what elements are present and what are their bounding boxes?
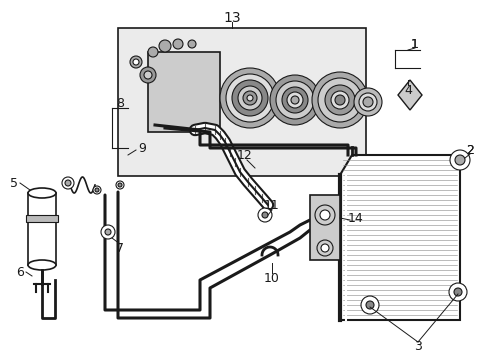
Text: 6: 6 [16,266,24,279]
Circle shape [449,150,469,170]
Text: 11: 11 [264,198,279,212]
FancyBboxPatch shape [309,195,339,260]
Circle shape [353,88,381,116]
Text: 2: 2 [465,144,473,157]
Circle shape [454,155,464,165]
Text: 12: 12 [237,149,252,162]
Circle shape [220,68,280,128]
Circle shape [290,96,298,104]
Circle shape [159,40,171,52]
Circle shape [173,39,183,49]
Circle shape [243,91,257,105]
Text: 4: 4 [403,84,411,96]
Circle shape [262,212,267,218]
Circle shape [225,74,273,122]
Circle shape [448,283,466,301]
Circle shape [269,75,319,125]
Circle shape [330,91,348,109]
Circle shape [187,40,196,48]
Ellipse shape [28,260,56,270]
Circle shape [116,181,124,189]
Circle shape [317,78,361,122]
Circle shape [282,87,307,113]
Circle shape [275,81,313,119]
Circle shape [365,301,373,309]
Text: 10: 10 [264,271,279,284]
Text: 5: 5 [10,176,18,189]
Circle shape [93,186,101,194]
Circle shape [118,183,122,187]
Circle shape [453,288,461,296]
Text: 1: 1 [410,37,418,50]
Circle shape [231,80,267,116]
Text: 2: 2 [465,144,473,157]
Circle shape [286,92,303,108]
Circle shape [65,180,71,186]
Text: 14: 14 [347,212,363,225]
Circle shape [316,240,332,256]
Circle shape [311,72,367,128]
Circle shape [360,296,378,314]
Circle shape [95,188,99,192]
Circle shape [143,71,152,79]
Text: 13: 13 [223,11,240,25]
Circle shape [358,93,376,111]
Circle shape [246,95,252,101]
Circle shape [319,210,329,220]
Circle shape [238,86,262,110]
Circle shape [105,229,111,235]
Circle shape [320,244,328,252]
Circle shape [140,67,156,83]
Ellipse shape [28,188,56,198]
Text: 3: 3 [413,341,421,354]
Bar [118,28,365,176]
Polygon shape [339,155,459,320]
Circle shape [130,56,142,68]
Circle shape [133,59,139,65]
Bar [28,193,56,265]
Circle shape [101,225,115,239]
Text: 1: 1 [410,37,418,50]
Text: 9: 9 [138,141,145,154]
Text: 8: 8 [116,96,124,109]
Polygon shape [397,80,421,110]
Circle shape [325,85,354,115]
Circle shape [362,97,372,107]
Circle shape [258,208,271,222]
Bar [26,215,58,222]
Circle shape [62,177,74,189]
Bar [148,52,220,132]
Circle shape [334,95,345,105]
Text: 7: 7 [116,242,124,255]
Circle shape [314,205,334,225]
Circle shape [148,47,158,57]
